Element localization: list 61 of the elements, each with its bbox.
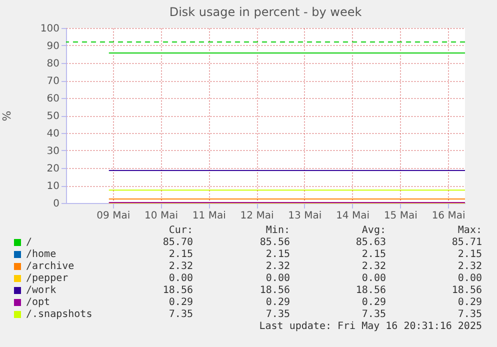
text: 2.32 (362, 261, 386, 272)
y-axis-title: % (0, 110, 14, 122)
y-tick-label: 40 (46, 128, 60, 140)
x-tick-label: 12 Mai (240, 210, 274, 222)
text: Min: (266, 225, 290, 236)
text: 85.56 (260, 237, 290, 248)
y-tick-label: 0 (53, 198, 60, 210)
text: 85.71 (452, 237, 482, 248)
text: 0.29 (362, 297, 386, 308)
text: 2.15 (266, 249, 290, 260)
text: 18.56 (452, 285, 482, 296)
text: 85.70 (162, 237, 193, 248)
text: 2.15 (168, 249, 193, 260)
text: 2.32 (458, 261, 482, 272)
legend-label: /pepper (26, 273, 68, 284)
text: Cur: (168, 225, 193, 236)
text: Avg: (362, 225, 386, 236)
x-tick-label: 15 Mai (384, 210, 418, 222)
y-tick-label: 70 (46, 76, 60, 87)
text: 2.32 (266, 261, 290, 272)
chart-title: Disk usage in percent - by week (169, 5, 362, 19)
y-tick-label: 50 (46, 111, 60, 122)
text: 0.29 (168, 297, 193, 308)
y-tick-label: 30 (46, 146, 60, 157)
text: 18.56 (260, 285, 290, 296)
legend-label: / (26, 237, 32, 248)
text: 0.00 (168, 273, 193, 284)
text: 0.00 (266, 273, 290, 284)
text: Max: (458, 225, 482, 236)
text: 7.35 (362, 309, 386, 320)
x-tick-label: 13 Mai (288, 210, 322, 222)
text: 0.00 (362, 273, 386, 284)
y-tick-label: 10 (46, 181, 60, 192)
legend-label: /.snapshots (26, 309, 92, 320)
legend-label: /home (26, 249, 56, 260)
y-tick-label: 20 (46, 164, 60, 174)
text: 2.15 (458, 249, 482, 260)
text: 85.63 (356, 237, 386, 248)
x-tick-label: 09 Mai (96, 210, 130, 222)
legend-label: /work (26, 285, 56, 296)
text: 7.35 (266, 309, 290, 320)
text: 0.00 (458, 273, 482, 284)
y-tick-label: 90 (46, 41, 60, 52)
y-tick-label: 100 (40, 24, 60, 34)
legend-label: /archive (26, 261, 74, 272)
y-tick-label: 80 (46, 58, 60, 70)
text: 2.15 (362, 249, 386, 260)
text: Last update: Fri May 16 20:31:16 2025 (259, 321, 482, 332)
text: 18.56 (356, 285, 386, 296)
text: 7.35 (168, 309, 193, 320)
x-tick-label: 14 Mai (336, 210, 370, 222)
x-tick-label: 16 Mai (432, 210, 466, 222)
text: 0.29 (266, 297, 290, 308)
text: 18.56 (162, 285, 193, 296)
legend-label: /opt (26, 297, 50, 308)
y-tick-label: 60 (46, 94, 60, 104)
text: 2.32 (168, 261, 193, 272)
text: 0.29 (458, 297, 482, 308)
x-tick-label: 10 Mai (144, 210, 178, 222)
x-tick-label: 11 Mai (192, 210, 226, 222)
text: 7.35 (458, 309, 482, 320)
